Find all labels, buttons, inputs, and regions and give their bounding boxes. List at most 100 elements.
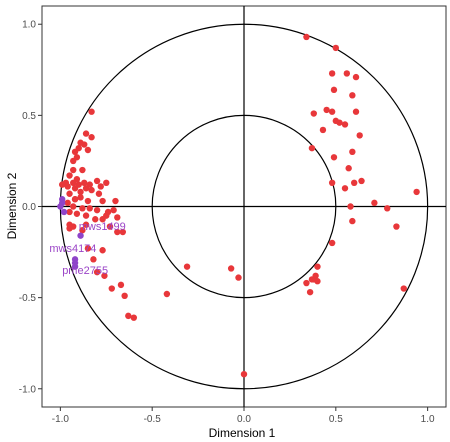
data-point (358, 177, 365, 185)
data-point (183, 263, 191, 270)
data-point (66, 172, 73, 179)
data-point (349, 217, 356, 225)
data-point (99, 197, 106, 205)
data-point (71, 185, 79, 192)
data-point (79, 166, 86, 174)
data-point (125, 312, 132, 320)
data-point (314, 278, 321, 285)
data-point (66, 190, 73, 197)
data-point (92, 216, 99, 223)
data-point (352, 108, 360, 115)
data-point (303, 279, 310, 287)
data-point (82, 185, 90, 192)
data-point (345, 165, 352, 172)
data-point (82, 221, 90, 228)
data-point (108, 285, 115, 292)
data-point (66, 208, 73, 216)
data-point (110, 206, 117, 214)
data-point (99, 247, 106, 254)
data-point (308, 276, 316, 283)
data-point (90, 256, 97, 263)
data-point (70, 166, 77, 174)
x-axis-title: Dimension 1 (209, 426, 276, 440)
data-point (227, 265, 235, 272)
data-point (330, 86, 338, 94)
data-point (81, 179, 88, 187)
data-point (81, 141, 88, 148)
point-annotation-label: pme2755 (62, 265, 108, 277)
data-point (319, 126, 327, 134)
data-point (82, 130, 90, 137)
data-point (106, 223, 114, 230)
data-point (84, 245, 92, 252)
data-point (82, 212, 90, 219)
y-tick-label: 0.0 (22, 202, 36, 213)
data-point (308, 144, 316, 152)
highlighted-data-point (77, 232, 84, 239)
data-point (130, 314, 138, 321)
data-point (117, 281, 125, 289)
data-point (77, 188, 84, 196)
data-point (77, 194, 84, 201)
data-point (240, 370, 248, 378)
data-point (349, 92, 356, 99)
data-point (310, 110, 317, 117)
data-point (336, 119, 343, 126)
data-point (79, 226, 86, 234)
x-tick-label: -0.5 (144, 414, 162, 425)
point-annotation-label: mws1499 (79, 221, 126, 233)
data-point (103, 179, 110, 187)
data-point (384, 205, 391, 212)
data-point (347, 203, 354, 210)
data-point (66, 221, 73, 228)
x-tick-label: 1.0 (421, 414, 435, 425)
highlighted-data-point (71, 263, 79, 270)
data-point (332, 44, 340, 52)
data-point (88, 134, 95, 141)
data-point (59, 181, 66, 188)
data-point (112, 197, 119, 205)
data-point (349, 148, 356, 156)
data-point (341, 185, 349, 192)
y-tick-label: 0.5 (22, 111, 36, 122)
data-point (330, 154, 338, 161)
data-point (93, 206, 101, 214)
data-point (119, 228, 127, 236)
y-tick-label: 1.0 (22, 20, 36, 31)
data-point (328, 239, 336, 247)
data-point (323, 106, 330, 114)
data-point (84, 146, 92, 154)
data-point (93, 268, 101, 276)
data-point (163, 290, 171, 298)
data-point (413, 188, 420, 196)
highlighted-data-point (57, 203, 64, 210)
data-point (341, 121, 349, 128)
data-point (101, 272, 108, 279)
data-point (93, 177, 101, 185)
y-tick-label: -0.5 (19, 293, 37, 304)
data-point (71, 148, 79, 156)
data-point (84, 197, 92, 205)
data-point (86, 205, 93, 212)
data-point (352, 73, 360, 81)
data-point (97, 183, 104, 190)
data-point (70, 203, 77, 210)
data-point (121, 292, 128, 300)
data-point (235, 274, 242, 281)
data-point (71, 196, 79, 203)
data-point (70, 179, 77, 187)
data-point (393, 223, 400, 230)
data-point (303, 33, 310, 41)
highlighted-data-point (60, 208, 68, 216)
data-point (328, 179, 336, 187)
data-point (314, 263, 321, 270)
data-point (328, 70, 336, 77)
data-point (73, 210, 81, 217)
data-point (99, 216, 106, 223)
data-point (356, 132, 363, 139)
data-point (371, 199, 378, 207)
data-point (343, 70, 351, 77)
y-tick-label: -1.0 (19, 384, 37, 395)
x-tick-label: 0.5 (329, 414, 343, 425)
